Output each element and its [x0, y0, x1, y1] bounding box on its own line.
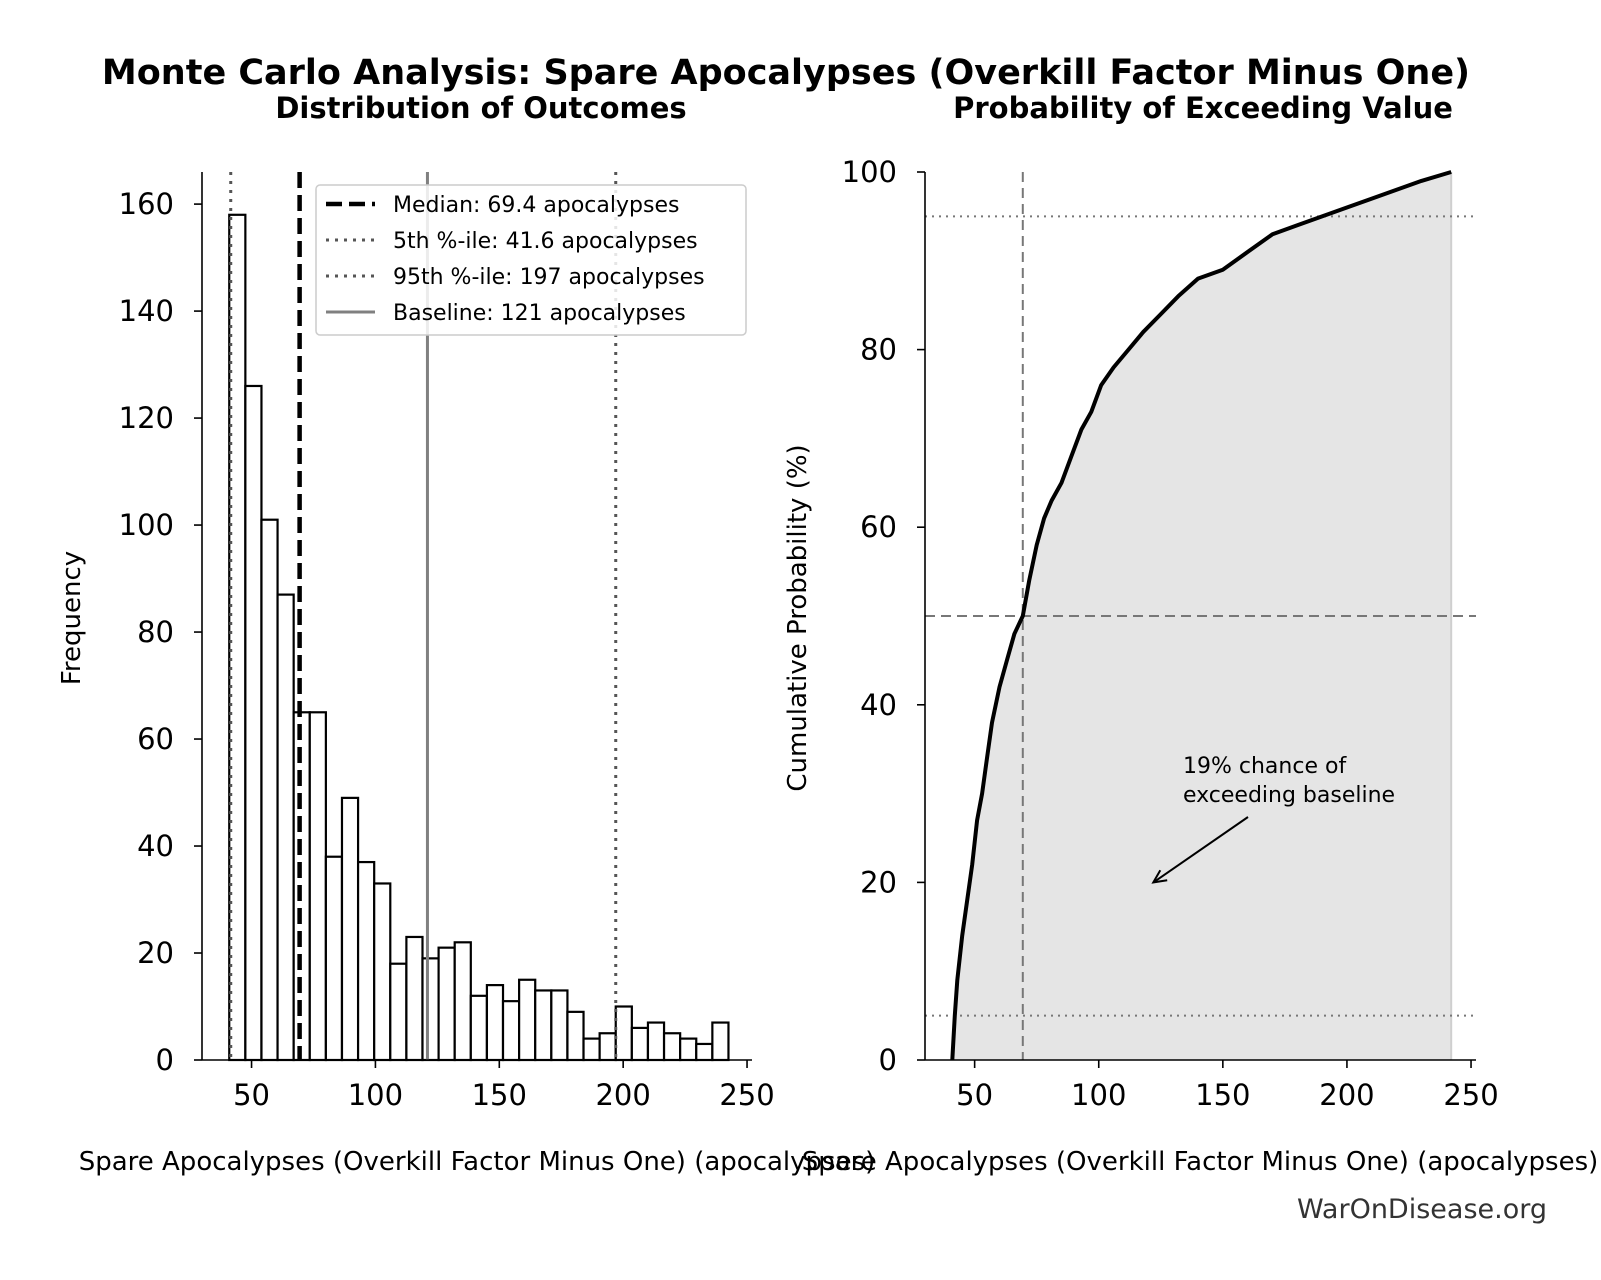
histogram-title: Distribution of Outcomes: [275, 91, 686, 125]
cumulative-curve: [950, 170, 1452, 1061]
histogram-bar-30: [711, 1021, 730, 1062]
exceedance-y-tick-label-3: 60: [860, 510, 897, 544]
histogram-y-tick-label-3: 60: [137, 722, 174, 756]
exceedance-x-label: Spare Apocalypses (Overkill Factor Minus…: [802, 1147, 1599, 1177]
histogram-bar-19: [534, 989, 553, 1062]
exceedance-panel: Probability of Exceeding Value 0 20 40 60 80…: [783, 91, 1598, 1177]
baseline-annotation: 19% chance of exceeding baseline: [1151, 754, 1395, 884]
histogram-bar-0: [228, 213, 247, 1062]
histogram-bar-13: [437, 946, 456, 1062]
figure-title: Monte Carlo Analysis: Spare Apocalypses …: [102, 53, 1470, 93]
legend-label-0: Median: 69.4 apocalypses: [393, 193, 679, 218]
legend-label-2: 95th %-ile: 197 apocalypses: [393, 265, 705, 290]
histogram-bar-22: [582, 1037, 601, 1062]
histogram-bar-6: [324, 855, 344, 1062]
histogram-bar-24: [614, 1005, 633, 1062]
histogram-y-tick-label-4: 80: [137, 615, 174, 649]
histogram-x-tick-label-3: 200: [595, 1078, 650, 1112]
histogram-bar-12: [421, 957, 440, 1062]
histogram-bar-1: [244, 384, 263, 1062]
legend-label-3: Baseline: 121 apocalypses: [393, 301, 686, 326]
histogram-bar-23: [598, 1032, 617, 1062]
exceedance-x-tick-label-2: 150: [1195, 1078, 1250, 1112]
annotation-line-2: exceeding baseline: [1183, 783, 1395, 808]
histogram-bar-20: [550, 989, 569, 1062]
histogram-bar-2: [260, 518, 279, 1062]
histogram-bar-17: [501, 1000, 521, 1062]
histogram-y-label: Frequency: [57, 551, 87, 685]
histogram-y-tick-label-8: 160: [119, 187, 174, 221]
histogram-bar-28: [679, 1037, 698, 1062]
histogram-bar-3: [276, 593, 295, 1062]
exceedance-title: Probability of Exceeding Value: [953, 91, 1453, 125]
histogram-x-tick-label-2: 150: [472, 1078, 527, 1112]
annotation-arrow: [1152, 816, 1249, 884]
histogram-y-tick-label-7: 140: [119, 294, 174, 328]
histogram-bar-21: [566, 1010, 585, 1062]
legend: Median: 69.4 apocalypses 5th %-ile: 41.6 …: [315, 184, 747, 336]
exceedance-y-tick-label-1: 20: [860, 865, 897, 899]
histogram-y-tick-label-0: 0: [156, 1043, 174, 1077]
histogram-y-tick-label-6: 120: [119, 401, 174, 435]
histogram-x-label: Spare Apocalypses (Overkill Factor Minus…: [79, 1147, 876, 1177]
exceedance-x-tick-label-3: 200: [1319, 1078, 1374, 1112]
histogram-bar-14: [453, 941, 472, 1062]
histogram-x-tick-label-4: 250: [719, 1078, 774, 1112]
credit-text: WarOnDisease.org: [1297, 1194, 1547, 1225]
histogram-x-tick-label-0: 50: [233, 1078, 270, 1112]
exceedance-y-tick-label-2: 40: [860, 688, 897, 722]
exceedance-x-tick-label-0: 50: [956, 1078, 993, 1112]
exceedance-y-tick-label-5: 100: [842, 155, 897, 189]
histogram-bar-10: [389, 962, 408, 1062]
histogram-bars: [228, 213, 730, 1062]
exceedance-y-tick-label-0: 0: [879, 1043, 897, 1077]
histogram-bar-9: [373, 882, 392, 1062]
histogram-bar-26: [646, 1021, 666, 1062]
histogram-y-tick-label-5: 100: [119, 508, 174, 542]
exceedance-x-tick-label-1: 100: [1071, 1078, 1126, 1112]
histogram-axes: 0 20 40 60 80 100 120 140 160 50 100 150 200 250: [119, 172, 775, 1112]
legend-label-1: 5th %-ile: 41.6 apocalypses: [393, 229, 698, 254]
histogram-y-tick-label-2: 40: [137, 829, 174, 863]
histogram-panel: Distribution of Outcomes 0 20 40 60 80 100 120…: [57, 91, 875, 1177]
histogram-bar-25: [630, 1026, 650, 1062]
exceedance-y-tick-label-4: 80: [860, 333, 897, 367]
annotation-arrowhead: [1151, 869, 1168, 884]
exceedance-y-label: Cumulative Probability (%): [783, 444, 813, 791]
annotation-line-1: 19% chance of: [1183, 754, 1347, 779]
histogram-y-tick-label-1: 20: [137, 936, 174, 970]
histogram-bar-7: [340, 796, 360, 1062]
legend-box: [315, 184, 747, 336]
histogram-bar-11: [405, 935, 424, 1062]
histogram-bar-5: [308, 711, 327, 1062]
exceedance-reference-lines: [925, 172, 1476, 1060]
histogram-bar-15: [469, 994, 489, 1062]
histogram-bar-18: [518, 978, 537, 1062]
histogram-bar-27: [662, 1032, 682, 1062]
histogram-x-tick-label-1: 100: [348, 1078, 403, 1112]
exceedance-x-tick-label-4: 250: [1443, 1078, 1498, 1112]
exceedance-axes: 0 20 40 60 80 100 50 100 150 200 250: [842, 155, 1499, 1112]
histogram-bar-29: [695, 1042, 714, 1062]
histogram-bar-8: [356, 860, 376, 1062]
histogram-bar-16: [485, 984, 505, 1062]
